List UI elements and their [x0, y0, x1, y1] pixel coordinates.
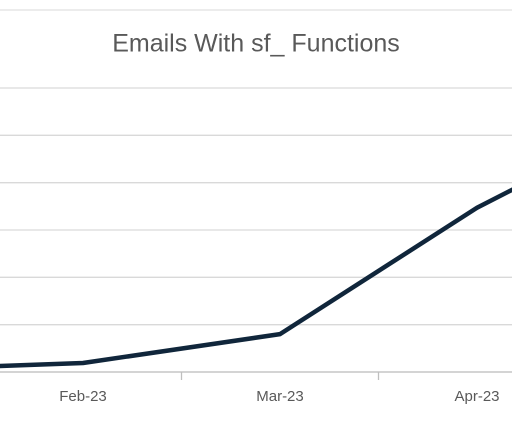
x-tick-label: Feb-23: [59, 388, 107, 405]
x-tick-label: Apr-23: [454, 388, 499, 405]
data-line: [0, 187, 512, 369]
x-tick-label: Mar-23: [256, 388, 304, 405]
chart-title: Emails With sf_ Functions: [112, 30, 400, 58]
